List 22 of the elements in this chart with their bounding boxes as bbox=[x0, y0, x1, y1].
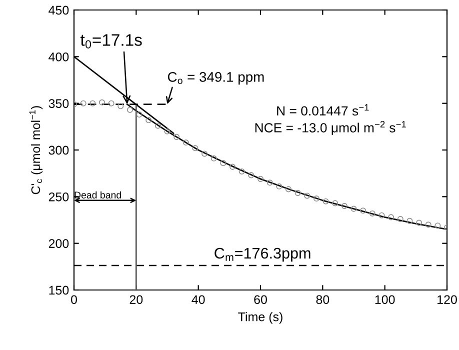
x-tick-label: 100 bbox=[375, 295, 395, 304]
y-tick-label: 400 bbox=[48, 52, 69, 62]
y-tick-label: 200 bbox=[48, 239, 69, 248]
ref-line-label: C$_{m}$=176.3ppm bbox=[214, 248, 310, 262]
y-tick-label: 150 bbox=[49, 286, 69, 295]
y-tick-label: 350 bbox=[48, 99, 69, 108]
annotation: N = 0.01447 s$^{−1}$ bbox=[277, 104, 369, 116]
annotation: C$_{o}$ = 349.1 ppm bbox=[168, 72, 264, 85]
y-tick-label: 450 bbox=[48, 6, 69, 15]
x-tick-label: 20 bbox=[130, 295, 143, 304]
x-tick-label: 40 bbox=[192, 295, 205, 304]
y-axis-title: C'$_{c}$ (μmol mol$^{−1}$) bbox=[29, 106, 43, 194]
x-tick-label: 60 bbox=[254, 295, 267, 304]
x-tick-label: 0 bbox=[71, 295, 77, 304]
annotation: Dead band bbox=[74, 191, 121, 198]
x-tick-label: 120 bbox=[438, 295, 457, 304]
annotation: NCE = -13.0 μmol m$^{−2}$ s$^{−1}$ bbox=[255, 120, 406, 135]
x-axis-title: Time (s) bbox=[238, 312, 282, 324]
x-tick-label: 80 bbox=[316, 295, 330, 304]
annotation: t$_{0}$=17.1s bbox=[80, 34, 142, 48]
y-tick-label: 250 bbox=[48, 192, 69, 202]
y-tick-label: 300 bbox=[48, 146, 69, 155]
